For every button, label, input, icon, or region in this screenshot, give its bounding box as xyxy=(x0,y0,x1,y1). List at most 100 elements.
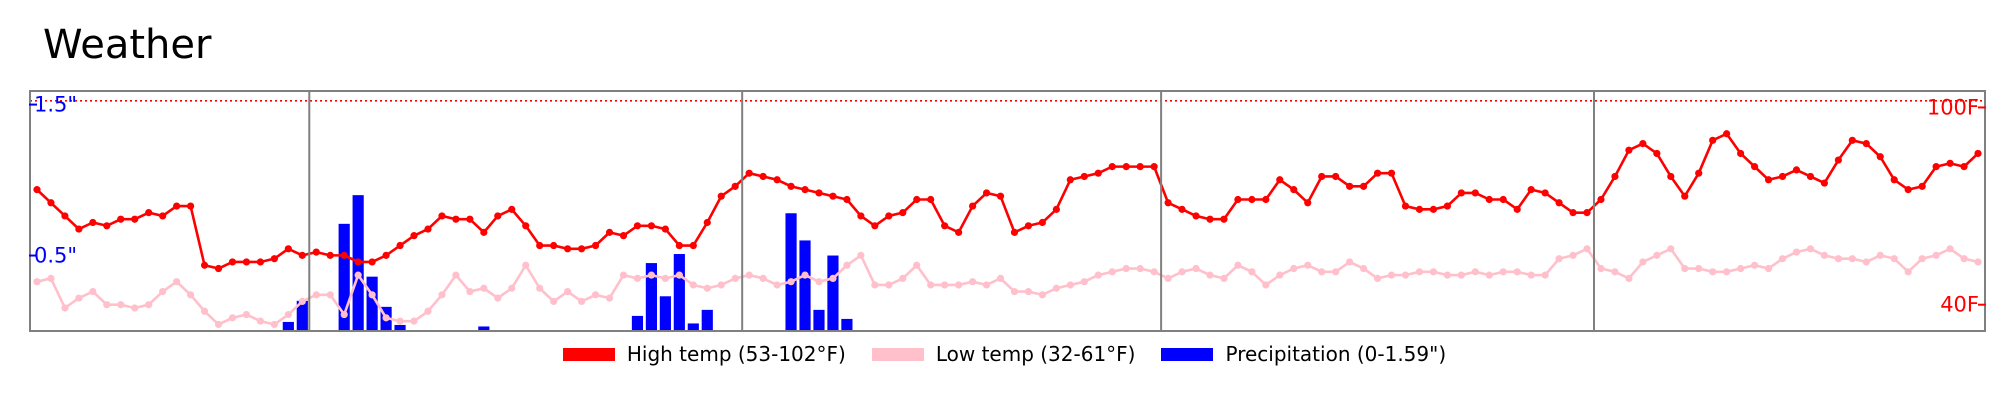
precip-bar xyxy=(338,223,350,331)
high-temp-point xyxy=(1443,202,1451,210)
low-temp-point xyxy=(815,278,823,286)
low-temp-point xyxy=(47,274,55,282)
high-temp-point xyxy=(508,205,516,213)
low-temp-point xyxy=(312,291,320,299)
high-temp-point xyxy=(89,218,97,227)
high-temp-point xyxy=(173,202,181,210)
low-temp-point xyxy=(661,274,669,282)
high-temp-point xyxy=(159,212,167,220)
high-temp-point xyxy=(1332,172,1340,181)
low-temp-point xyxy=(759,274,767,282)
low-temp-point xyxy=(145,301,153,309)
right-axis-tick-label: 100F xyxy=(1927,95,1979,119)
low-temp-point xyxy=(1555,255,1563,263)
low-temp-point xyxy=(354,271,362,279)
low-temp-point xyxy=(173,278,181,286)
high-temp-point xyxy=(242,258,251,266)
high-temp-point xyxy=(647,222,656,230)
low-temp-point xyxy=(1778,255,1787,263)
low-temp-point xyxy=(1569,251,1577,259)
low-temp-point xyxy=(899,274,907,282)
high-temp-point xyxy=(117,215,125,223)
low-temp-point xyxy=(745,271,753,279)
precip-bar xyxy=(282,321,294,331)
high-temp-point xyxy=(1932,163,1940,171)
low-temp-point xyxy=(466,287,474,296)
low-temp-point xyxy=(1443,271,1451,279)
high-temp-point xyxy=(1108,163,1116,171)
high-temp-point xyxy=(759,172,767,181)
low-temp-point xyxy=(927,281,935,289)
plot-border xyxy=(29,90,1986,332)
low-temp-point xyxy=(1709,268,1717,276)
low-temp-point xyxy=(633,274,642,282)
low-temp-point xyxy=(410,317,418,325)
high-temp-point xyxy=(1206,215,1214,223)
high-temp-point xyxy=(996,192,1005,200)
high-temp-point xyxy=(1764,176,1773,184)
high-temp-point xyxy=(1862,140,1870,148)
high-temp-point xyxy=(1667,172,1675,181)
high-temp-point xyxy=(1304,199,1312,207)
high-temp-point xyxy=(1010,228,1019,236)
low-temp-point xyxy=(1248,268,1256,276)
high-temp-point xyxy=(885,212,893,220)
high-temp-point xyxy=(1457,189,1465,197)
high-temp-point xyxy=(1583,209,1591,217)
low-temp-point xyxy=(1471,268,1479,276)
low-temp-point xyxy=(647,271,656,279)
high-temp-point xyxy=(1234,195,1242,204)
high-temp-point xyxy=(1709,136,1717,144)
legend: High temp (53-102°F) Low temp (32-61°F) … xyxy=(0,342,2009,366)
low-temp-point xyxy=(703,284,711,292)
low-temp-point xyxy=(508,284,516,292)
high-temp-point xyxy=(787,182,795,190)
low-temp-point xyxy=(1527,271,1535,279)
low-temp-point xyxy=(1373,274,1382,282)
high-temp-point xyxy=(1737,149,1745,158)
low-temp-point xyxy=(829,274,837,282)
low-temp-point xyxy=(982,281,991,289)
low-temp-point xyxy=(159,287,167,296)
high-temp-point xyxy=(577,245,586,253)
high-temp-point xyxy=(1848,136,1856,144)
low-temp-point xyxy=(1513,268,1521,276)
precip-bar xyxy=(366,276,378,331)
precip-bar xyxy=(813,309,825,331)
low-temp-point xyxy=(75,294,83,302)
low-temp-point xyxy=(1387,271,1396,279)
high-temp-point xyxy=(1820,179,1829,187)
low-temp-series xyxy=(33,245,1982,329)
high-temp-point xyxy=(438,212,446,220)
precip-bar xyxy=(701,309,713,331)
low-temp-point xyxy=(1136,264,1144,273)
high-temp-point xyxy=(186,202,195,210)
precip-bar xyxy=(785,213,797,331)
high-temp-point xyxy=(801,186,809,194)
low-temp-point xyxy=(591,291,600,299)
low-temp-point xyxy=(996,274,1005,282)
legend-swatch-precip xyxy=(1161,347,1214,361)
high-temp-point xyxy=(913,195,921,204)
high-temp-point xyxy=(1122,163,1130,171)
low-temp-point xyxy=(1108,268,1116,276)
low-temp-point xyxy=(1960,255,1968,263)
low-temp-point xyxy=(200,307,209,315)
high-temp-point xyxy=(1625,146,1633,154)
precip-bar xyxy=(478,326,490,331)
low-temp-point xyxy=(1946,245,1954,253)
legend-item-high: High temp (53-102°F) xyxy=(562,342,846,366)
legend-swatch-high xyxy=(562,347,615,361)
low-temp-point xyxy=(1625,274,1633,282)
low-temp-point xyxy=(186,291,195,299)
high-temp-point xyxy=(1248,195,1256,204)
low-temp-point xyxy=(1485,271,1493,279)
low-temp-point xyxy=(1094,271,1102,279)
low-temp-line xyxy=(36,247,1979,326)
high-temp-point xyxy=(1178,205,1186,213)
high-temp-line xyxy=(36,132,1979,270)
precip-bar xyxy=(659,296,671,331)
high-temp-point xyxy=(1778,172,1787,181)
low-temp-point xyxy=(1066,281,1074,289)
low-temp-point xyxy=(1583,245,1591,253)
